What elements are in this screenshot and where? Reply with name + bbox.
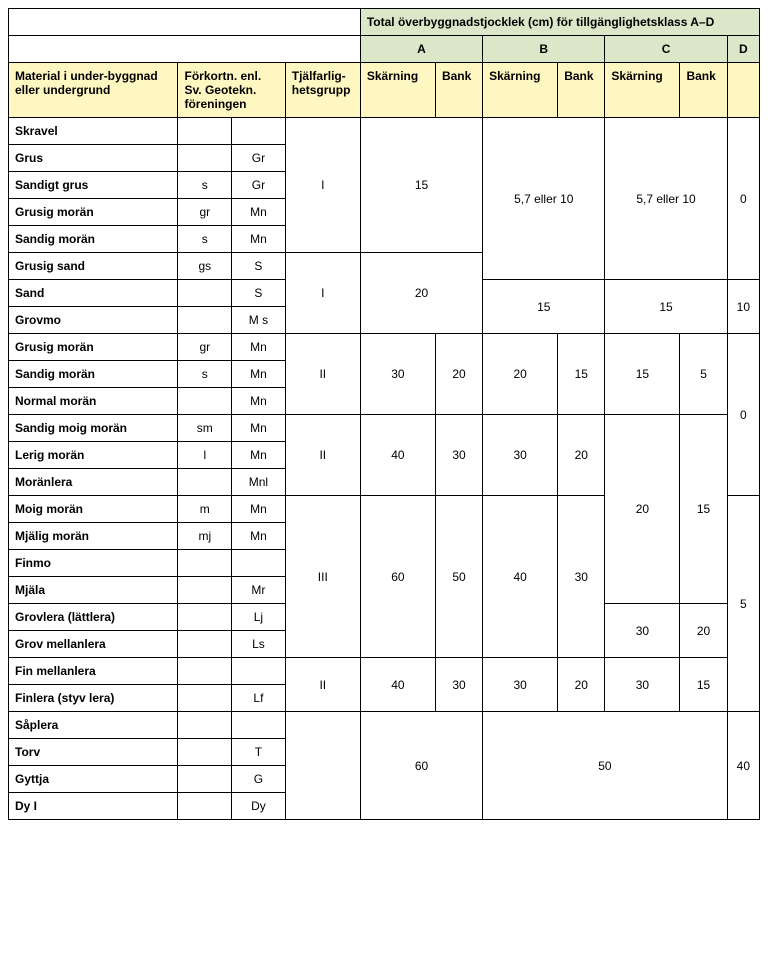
hdr-a-bk: Bank — [435, 63, 482, 118]
thickness-table: Total överbyggnadstjocklek (cm) för till… — [8, 8, 760, 820]
col-c: C — [605, 36, 727, 63]
big-header: Total överbyggnadstjocklek (cm) för till… — [360, 9, 759, 36]
table-row: Grusig morän gr Mn II 30 20 20 15 15 5 0 — [9, 334, 760, 361]
blank-header — [9, 9, 361, 36]
table-row: Skravel I 15 5,7 eller 10 5,7 eller 10 0 — [9, 118, 760, 145]
col-a: A — [360, 36, 482, 63]
cell-value: 5,7 eller 10 — [483, 118, 605, 280]
table-row: Sandig moig morän sm Mn II 40 30 30 20 2… — [9, 415, 760, 442]
hdr-tjal: Tjälfarlig-hetsgrupp — [285, 63, 360, 118]
header-row-3: Material i under-byggnad eller undergrun… — [9, 63, 760, 118]
hdr-b-bk: Bank — [558, 63, 605, 118]
table-row: Såplera 60 50 40 — [9, 712, 760, 739]
hdr-forkort: Förkortn. enl. Sv. Geotekn. föreningen — [178, 63, 285, 118]
cell-value: 15 — [360, 118, 482, 253]
cell-group: I — [285, 118, 360, 253]
col-d: D — [727, 36, 759, 63]
cell-material: Skravel — [9, 118, 178, 145]
hdr-material: Material i under-byggnad eller undergrun… — [9, 63, 178, 118]
header-row-2: A B C D — [9, 36, 760, 63]
hdr-c-bk: Bank — [680, 63, 727, 118]
hdr-c-sk: Skärning — [605, 63, 680, 118]
hdr-b-sk: Skärning — [483, 63, 558, 118]
hdr-a-sk: Skärning — [360, 63, 435, 118]
cell-value: 5,7 eller 10 — [605, 118, 727, 280]
col-b: B — [483, 36, 605, 63]
cell-value: 0 — [727, 118, 759, 280]
header-row-1: Total överbyggnadstjocklek (cm) för till… — [9, 9, 760, 36]
table-row: Fin mellanlera II 40 30 30 20 30 15 — [9, 658, 760, 685]
